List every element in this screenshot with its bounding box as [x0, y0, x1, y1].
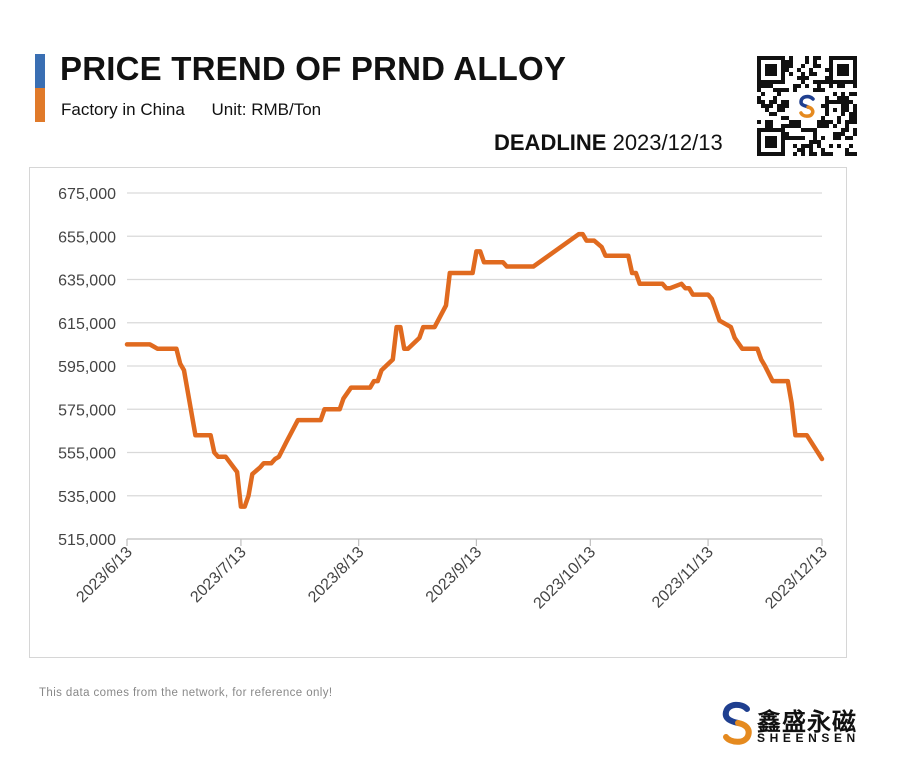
title-accent-bar — [35, 54, 45, 122]
sheensen-logo-icon — [722, 701, 752, 745]
factory-label: Factory in China — [61, 100, 185, 119]
x-tick-label: 2023/12/13 — [762, 544, 831, 613]
y-tick-label: 515,000 — [58, 532, 116, 549]
y-tick-label: 615,000 — [58, 316, 116, 333]
deadline-date: 2023/12/13 — [612, 130, 723, 155]
price-line-chart: 515,000 535,000 555,000 575,000 595,000 615,0… — [58, 186, 831, 613]
unit-label: Unit: RMB/Ton — [211, 100, 322, 119]
deadline: DEADLINE 2023/12/13 — [494, 130, 723, 156]
subtitle: Factory in China Unit: RMB/Ton — [61, 100, 321, 120]
price-series-line — [124, 231, 825, 509]
y-tick-label: 555,000 — [58, 446, 116, 463]
x-tick-label: 2023/11/13 — [649, 544, 717, 612]
x-tick-label: 2023/6/13 — [73, 544, 135, 606]
x-tick-label: 2023/10/13 — [531, 544, 600, 613]
accent-bar-orange — [35, 88, 45, 122]
y-tick-label: 635,000 — [58, 273, 116, 290]
accent-bar-blue — [35, 54, 45, 88]
brand-name-english: SHEENSEN — [757, 731, 860, 745]
y-tick-label: 675,000 — [58, 186, 116, 203]
x-tick-label: 2023/8/13 — [305, 544, 367, 606]
x-tick-label: 2023/9/13 — [423, 544, 485, 606]
y-tick-label: 595,000 — [58, 359, 116, 376]
y-tick-label: 535,000 — [58, 489, 116, 506]
chart-panel: 515,000 535,000 555,000 575,000 595,000 615,0… — [29, 167, 847, 658]
deadline-label: DEADLINE — [494, 130, 607, 155]
x-tick-label: 2023/7/13 — [187, 544, 249, 606]
y-tick-label: 575,000 — [58, 402, 116, 419]
page-title: PRICE TREND OF PRND ALLOY — [60, 50, 567, 87]
data-disclaimer: This data comes from the network, for re… — [39, 687, 333, 699]
brand-name-chinese: 鑫盛永磁 — [757, 708, 857, 736]
y-tick-label: 655,000 — [58, 229, 116, 246]
qr-code-icon — [757, 56, 857, 156]
